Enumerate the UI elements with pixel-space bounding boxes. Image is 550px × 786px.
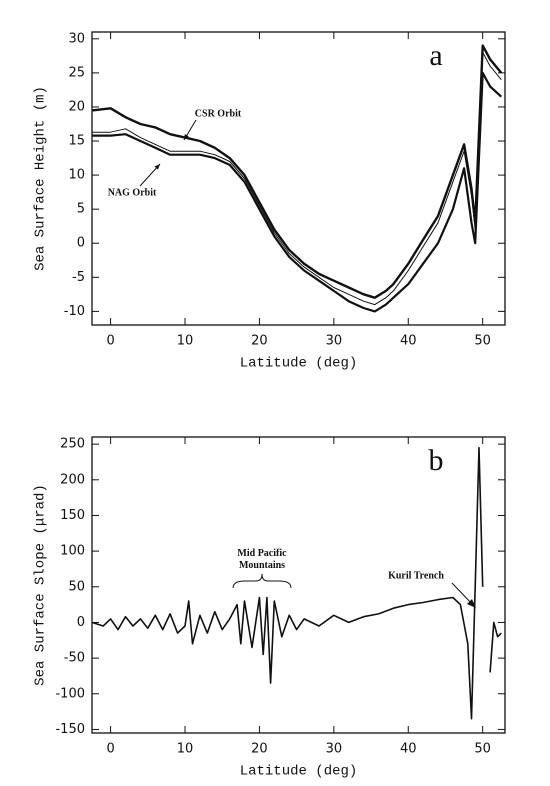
panel-letter: b [429,444,444,477]
x-tick-label: 30 [326,334,343,349]
y-tick-label: 25 [68,65,85,80]
y-tick-label: 50 [68,579,85,594]
y-tick-label: 100 [60,544,85,559]
x-tick-label: 30 [326,742,343,757]
y-tick-label: 250 [60,437,85,452]
annotation: Mid Pacific Mountains [237,548,287,571]
x-tick-label: 10 [177,742,194,757]
x-tick-label: 50 [474,334,491,349]
arrow-head [467,599,476,608]
x-tick-label: 40 [400,742,417,757]
brace [232,573,292,589]
x-tick-label: 20 [251,334,268,349]
y-tick-label: -150 [55,722,85,737]
series-label: CSR Orbit [195,108,242,119]
y-tick-label: -5 [72,270,85,285]
plot-frame [91,436,506,734]
y-tick-label: 5 [77,202,85,217]
series-label: NAG Orbit [108,187,157,198]
y-tick-label: -10 [64,304,85,319]
y-tick-label: -50 [64,651,85,666]
y-tick-label: 200 [60,472,85,487]
plot-frame [91,31,506,326]
y-tick-label: 0 [77,236,85,251]
data-line [92,71,503,313]
x-axis-label: Latitude (deg) [240,356,358,372]
y-axis-label: Sea Surface Height (m) [33,86,49,271]
x-axis-label: Latitude (deg) [240,764,358,780]
data-line [91,44,503,299]
x-tick-label: 0 [106,334,114,349]
y-tick-label: 150 [60,508,85,523]
arrow-head [154,164,160,170]
annotation: Kuril Trench [388,570,444,581]
data-line [92,51,502,306]
arrow-head [184,134,189,140]
panel-letter: a [429,39,442,72]
x-tick-label: 0 [106,742,114,757]
y-tick-label: 0 [77,615,85,630]
x-tick-label: 20 [251,742,268,757]
y-tick-label: 10 [68,168,85,183]
data-line [91,446,502,720]
x-tick-label: 50 [474,742,491,757]
y-tick-label: 20 [68,99,85,114]
y-tick-label: -100 [55,686,85,701]
y-tick-label: 30 [68,31,85,46]
x-tick-label: 10 [177,334,194,349]
x-tick-label: 40 [400,334,417,349]
y-tick-label: 15 [68,134,85,149]
y-axis-label: Sea Surface Slope (μrad) [33,484,49,686]
